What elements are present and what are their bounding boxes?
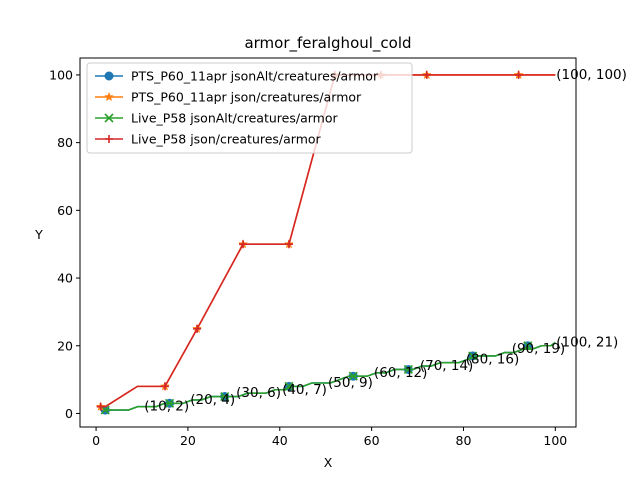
series-line [105,341,556,411]
legend-label: Live_P58 jsonAlt/creatures/armor [131,111,338,126]
data-label: (70, 14) [420,358,473,374]
data-point [96,402,105,411]
x-tick-label: 80 [456,433,472,448]
legend-marker [104,113,114,123]
data-point [468,351,478,361]
data-label: (90, 19) [512,341,565,357]
data-point [422,70,431,79]
legend-marker [105,135,113,143]
data-label: (20, 4) [190,392,235,408]
chart-title: armor_feralghoul_cold [244,34,411,53]
data-label: (100, 21) [556,334,618,350]
legend-label: PTS_P60_11apr json/creatures/armor [131,90,362,105]
legend-marker [104,71,114,81]
data-label: (40, 7) [282,382,327,398]
x-axis-label: X [324,455,333,470]
y-tick-label: 20 [57,338,73,353]
y-tick-label: 80 [57,135,73,150]
x-tick-label: 100 [543,433,567,448]
data-label: (10, 2) [144,399,189,415]
legend-label: PTS_P60_11apr jsonAlt/creatures/armor [131,69,379,84]
legend-marker [104,91,114,102]
x-tick-label: 20 [180,433,196,448]
data-label: (80, 16) [466,351,519,367]
series-2 [100,341,556,415]
x-tick-label: 60 [364,433,380,448]
legend-label: Live_P58 json/creatures/armor [131,132,322,147]
y-tick-label: 60 [57,203,73,218]
data-label: (30, 6) [236,385,281,401]
axes-frame [79,57,577,428]
data-point [220,391,230,402]
data-label: (100, 100) [556,67,627,83]
data-point [284,381,294,391]
y-tick-label: 40 [57,271,73,286]
data-point [348,371,358,381]
y-tick-label: 0 [65,406,73,421]
y-tick-label: 100 [49,67,73,82]
legend: PTS_P60_11apr jsonAlt/creatures/armor PTS… [86,62,413,154]
plot-area: 0 20 40 60 80 100 0 20 40 60 80 100 (10, 2) (20, 4) (3… [49,67,627,448]
x-tick-label: 0 [92,433,100,448]
data-point [523,341,533,351]
data-point [284,240,293,249]
data-point [164,398,175,408]
data-point [239,240,248,249]
y-axis-label: Y [34,227,43,242]
data-point [193,324,202,333]
legend-box [86,62,413,154]
data-point [514,70,523,79]
data-label: (50, 9) [328,375,373,391]
data-label: (60, 12) [374,365,427,381]
data-point [403,364,413,375]
data-point [160,382,169,391]
x-tick-label: 40 [272,433,288,448]
